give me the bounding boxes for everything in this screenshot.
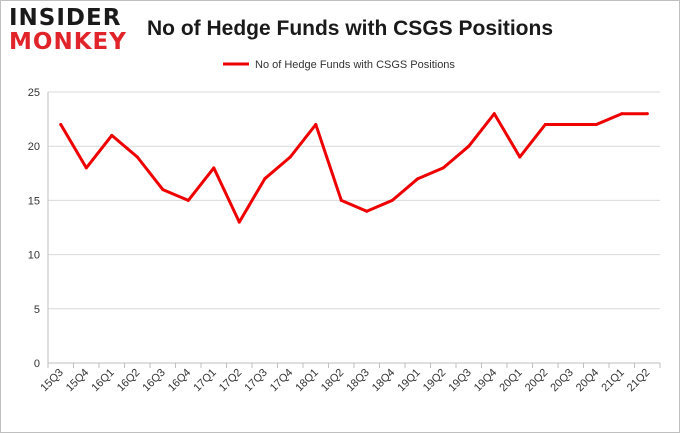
data-point bbox=[390, 198, 394, 202]
chart-title: No of Hedge Funds with CSGS Positions bbox=[147, 17, 554, 40]
data-point bbox=[416, 177, 420, 181]
data-point bbox=[365, 209, 369, 213]
y-tick-label: 0 bbox=[34, 358, 40, 370]
x-tick-label: 15Q3 bbox=[38, 367, 66, 395]
x-tick-label: 19Q4 bbox=[472, 367, 500, 395]
x-tick-label: 20Q1 bbox=[497, 367, 525, 395]
data-point bbox=[110, 133, 114, 137]
y-tick-label: 15 bbox=[28, 195, 40, 207]
y-tick-label: 5 bbox=[34, 304, 40, 316]
x-tick-label: 19Q3 bbox=[446, 367, 474, 395]
data-point bbox=[467, 144, 471, 148]
x-tick-label: 19Q1 bbox=[395, 367, 423, 395]
x-tick-label: 17Q2 bbox=[217, 367, 245, 395]
series-line-0 bbox=[59, 112, 649, 224]
logo-text-bottom: MONKEY bbox=[9, 29, 127, 55]
x-tick-label: 17Q4 bbox=[268, 367, 296, 395]
x-tick-label: 17Q1 bbox=[191, 367, 219, 395]
x-tick-label: 16Q1 bbox=[89, 367, 117, 395]
data-point bbox=[543, 123, 547, 127]
legend-label: No of Hedge Funds with CSGS Positions bbox=[255, 59, 455, 71]
x-tick-label: 18Q1 bbox=[293, 367, 321, 395]
x-tick-label: 16Q3 bbox=[140, 367, 168, 395]
axis-layer: 051015202515Q315Q416Q116Q216Q316Q417Q117… bbox=[28, 87, 661, 395]
data-point bbox=[594, 123, 598, 127]
data-point bbox=[161, 188, 165, 192]
data-point bbox=[59, 123, 63, 127]
x-tick-label: 20Q3 bbox=[548, 367, 576, 395]
x-tick-label: 19Q2 bbox=[421, 367, 449, 395]
x-tick-label: 15Q4 bbox=[64, 367, 92, 395]
data-point bbox=[84, 166, 88, 170]
x-tick-label: 16Q2 bbox=[115, 367, 143, 395]
x-tick-label: 18Q2 bbox=[319, 367, 347, 395]
data-point bbox=[518, 155, 522, 159]
x-tick-label: 20Q2 bbox=[523, 367, 551, 395]
x-tick-label: 18Q4 bbox=[370, 367, 398, 395]
grid-layer bbox=[48, 91, 660, 310]
data-point bbox=[212, 166, 216, 170]
y-tick-label: 10 bbox=[28, 250, 40, 262]
series-layer bbox=[59, 112, 649, 224]
data-point bbox=[288, 155, 292, 159]
data-point bbox=[339, 198, 343, 202]
logo-text-top: INSIDER bbox=[9, 5, 122, 31]
insider-monkey-logo: INSIDER MONKEY bbox=[9, 7, 127, 55]
data-point bbox=[645, 112, 649, 116]
x-tick-label: 16Q4 bbox=[166, 367, 194, 395]
x-tick-label: 18Q3 bbox=[344, 367, 372, 395]
data-point bbox=[620, 112, 624, 116]
y-tick-label: 25 bbox=[28, 87, 40, 99]
x-tick-label: 20Q4 bbox=[574, 367, 602, 395]
data-point bbox=[263, 177, 267, 181]
data-point bbox=[569, 123, 573, 127]
data-point bbox=[441, 166, 445, 170]
legend: No of Hedge Funds with CSGS Positions bbox=[223, 59, 455, 71]
data-point bbox=[492, 112, 496, 116]
data-point bbox=[135, 155, 139, 159]
y-tick-label: 20 bbox=[28, 141, 40, 153]
x-tick-label: 21Q2 bbox=[625, 367, 653, 395]
x-tick-label: 21Q1 bbox=[599, 367, 627, 395]
data-point bbox=[237, 220, 241, 224]
data-point bbox=[186, 198, 190, 202]
data-point bbox=[314, 123, 318, 127]
x-tick-label: 17Q3 bbox=[242, 367, 270, 395]
